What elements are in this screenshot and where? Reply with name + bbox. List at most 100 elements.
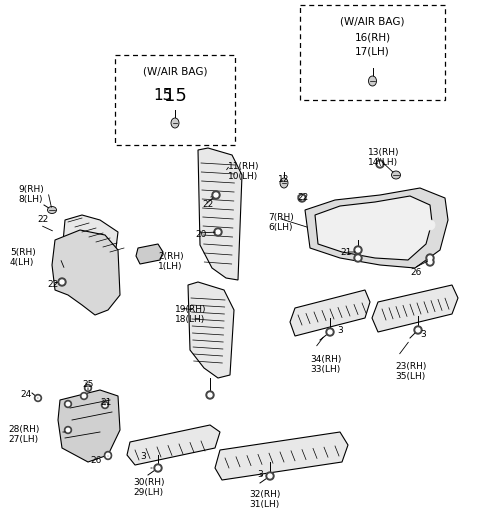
Text: 11(RH)
10(LH): 11(RH) 10(LH) bbox=[228, 162, 260, 181]
Circle shape bbox=[350, 213, 360, 223]
Circle shape bbox=[81, 393, 87, 399]
Circle shape bbox=[416, 328, 420, 332]
Circle shape bbox=[380, 210, 390, 220]
Text: 3: 3 bbox=[420, 330, 426, 339]
Text: 23(RH)
35(LH): 23(RH) 35(LH) bbox=[395, 362, 426, 381]
Text: 2(RH)
1(LH): 2(RH) 1(LH) bbox=[158, 252, 184, 271]
Text: 22: 22 bbox=[297, 193, 308, 202]
Circle shape bbox=[206, 391, 214, 399]
Circle shape bbox=[378, 162, 382, 166]
Circle shape bbox=[106, 453, 110, 457]
Polygon shape bbox=[127, 425, 220, 465]
Text: 15: 15 bbox=[164, 87, 186, 105]
Circle shape bbox=[266, 472, 274, 480]
Text: 30(RH)
29(LH): 30(RH) 29(LH) bbox=[133, 478, 165, 497]
Circle shape bbox=[356, 248, 360, 252]
Circle shape bbox=[354, 246, 362, 254]
Text: 16(RH): 16(RH) bbox=[354, 33, 391, 43]
Circle shape bbox=[156, 466, 160, 470]
Circle shape bbox=[426, 254, 434, 262]
Bar bbox=[115, 55, 235, 145]
Circle shape bbox=[84, 385, 92, 391]
Polygon shape bbox=[315, 196, 432, 260]
Polygon shape bbox=[63, 215, 118, 260]
Circle shape bbox=[426, 258, 434, 266]
Ellipse shape bbox=[171, 118, 179, 128]
Text: (W/AIR BAG): (W/AIR BAG) bbox=[340, 16, 405, 26]
Polygon shape bbox=[305, 188, 448, 268]
Polygon shape bbox=[372, 285, 458, 332]
Circle shape bbox=[298, 194, 306, 202]
Text: 3: 3 bbox=[337, 326, 343, 335]
Circle shape bbox=[154, 464, 162, 472]
Polygon shape bbox=[188, 282, 234, 378]
Ellipse shape bbox=[48, 206, 57, 214]
Text: 28(RH)
27(LH): 28(RH) 27(LH) bbox=[8, 425, 39, 444]
Ellipse shape bbox=[280, 178, 288, 188]
Circle shape bbox=[212, 191, 220, 199]
Circle shape bbox=[66, 402, 70, 406]
Text: 22: 22 bbox=[202, 200, 213, 209]
Circle shape bbox=[58, 278, 66, 286]
Circle shape bbox=[216, 230, 220, 234]
Circle shape bbox=[300, 196, 304, 200]
Circle shape bbox=[36, 396, 40, 400]
Text: 24: 24 bbox=[20, 390, 31, 399]
Circle shape bbox=[82, 394, 86, 398]
Text: 22: 22 bbox=[47, 280, 58, 289]
Polygon shape bbox=[52, 230, 120, 315]
Circle shape bbox=[376, 160, 384, 168]
Text: 32(RH)
31(LH): 32(RH) 31(LH) bbox=[249, 490, 280, 509]
Text: 15: 15 bbox=[154, 88, 173, 103]
Circle shape bbox=[214, 228, 222, 236]
Text: 3: 3 bbox=[140, 452, 146, 461]
Circle shape bbox=[103, 403, 107, 407]
Ellipse shape bbox=[392, 171, 400, 179]
Circle shape bbox=[86, 386, 90, 390]
Text: 21: 21 bbox=[340, 248, 351, 257]
Text: 34(RH)
33(LH): 34(RH) 33(LH) bbox=[310, 355, 341, 375]
Circle shape bbox=[214, 193, 218, 197]
Circle shape bbox=[356, 256, 360, 260]
Circle shape bbox=[66, 428, 70, 432]
Circle shape bbox=[414, 326, 422, 334]
Text: 3: 3 bbox=[257, 470, 263, 479]
Circle shape bbox=[105, 451, 111, 459]
Circle shape bbox=[35, 395, 41, 402]
Circle shape bbox=[326, 328, 334, 336]
Circle shape bbox=[354, 254, 362, 262]
Bar bbox=[300, 5, 445, 100]
Polygon shape bbox=[290, 290, 370, 336]
Circle shape bbox=[208, 393, 212, 397]
Text: 13(RH)
14(LH): 13(RH) 14(LH) bbox=[368, 148, 399, 167]
Text: 25: 25 bbox=[82, 380, 94, 389]
Text: 20: 20 bbox=[195, 230, 206, 239]
Circle shape bbox=[60, 280, 64, 284]
Circle shape bbox=[268, 474, 272, 478]
Text: 9(RH)
8(LH): 9(RH) 8(LH) bbox=[18, 185, 44, 204]
Text: 12: 12 bbox=[278, 175, 289, 184]
Circle shape bbox=[328, 330, 332, 334]
Circle shape bbox=[64, 400, 72, 407]
Circle shape bbox=[425, 220, 435, 230]
Polygon shape bbox=[198, 148, 242, 280]
Text: 26: 26 bbox=[410, 268, 421, 277]
Polygon shape bbox=[215, 432, 348, 480]
Text: 22: 22 bbox=[37, 215, 48, 224]
Text: 7(RH)
6(LH): 7(RH) 6(LH) bbox=[268, 213, 294, 232]
Polygon shape bbox=[58, 390, 120, 462]
Ellipse shape bbox=[369, 76, 376, 86]
Circle shape bbox=[428, 260, 432, 264]
Text: 26: 26 bbox=[90, 456, 101, 465]
Polygon shape bbox=[136, 244, 163, 264]
Circle shape bbox=[101, 402, 108, 408]
Text: (W/AIR BAG): (W/AIR BAG) bbox=[143, 67, 207, 77]
Text: 5(RH)
4(LH): 5(RH) 4(LH) bbox=[10, 248, 36, 267]
Circle shape bbox=[64, 426, 72, 433]
Circle shape bbox=[106, 454, 110, 458]
Circle shape bbox=[428, 256, 432, 260]
Text: 19(RH)
18(LH): 19(RH) 18(LH) bbox=[175, 305, 206, 324]
Circle shape bbox=[105, 452, 111, 460]
Text: 17(LH): 17(LH) bbox=[355, 47, 390, 57]
Text: 21: 21 bbox=[100, 398, 111, 407]
